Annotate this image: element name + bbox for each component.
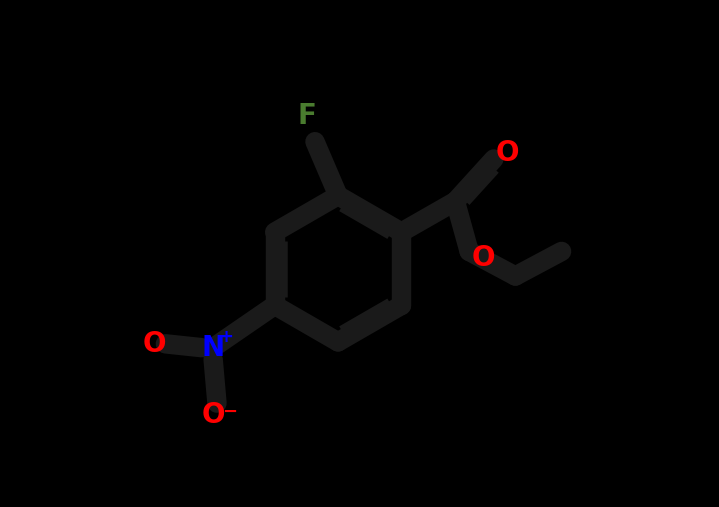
Text: O: O xyxy=(143,330,166,358)
Text: −: − xyxy=(221,404,237,421)
Text: O: O xyxy=(471,243,495,272)
Text: F: F xyxy=(298,102,316,130)
Text: O: O xyxy=(496,139,519,167)
Text: N: N xyxy=(201,334,224,361)
Text: +: + xyxy=(218,328,233,346)
Text: O: O xyxy=(201,402,225,429)
